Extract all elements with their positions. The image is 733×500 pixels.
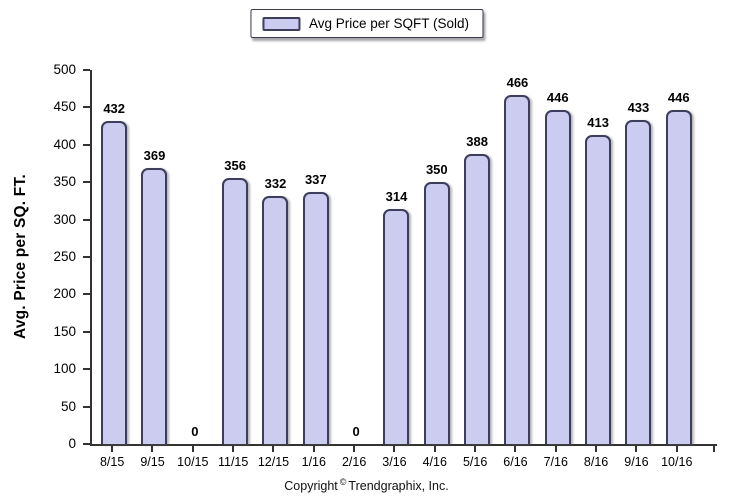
copyright-text: Copyright © Trendgraphix, Inc.	[0, 477, 733, 493]
bar-slot: 413	[578, 70, 618, 444]
bar-slot: 433	[618, 70, 658, 444]
bar-slot: 388	[457, 70, 497, 444]
bar-slot: 337	[296, 70, 336, 444]
x-tick-label: 10/15	[173, 446, 213, 469]
x-tick-label: 3/16	[374, 446, 414, 469]
y-tick-label: 450	[53, 99, 76, 115]
bars: 432 369 0 356 332 337 0 314 350 388 466 446 413 433 44…	[94, 70, 699, 444]
y-tick-mark	[83, 293, 90, 296]
y-tick-label: 350	[53, 174, 76, 190]
x-tick-label: 9/15	[132, 446, 172, 469]
y-tick-mark	[83, 69, 90, 71]
bar	[101, 120, 128, 444]
x-axis-end-tick	[713, 446, 715, 452]
bar-slot: 0	[336, 70, 376, 444]
legend-swatch	[261, 16, 300, 31]
bar-slot: 446	[659, 70, 699, 444]
x-tick-label: 2/16	[334, 446, 374, 469]
bar-value-label: 432	[103, 100, 126, 116]
bar-slot: 332	[255, 70, 295, 444]
bar	[141, 168, 168, 444]
y-tick-label: 50	[60, 398, 76, 414]
copyright-prefix: Copyright	[284, 479, 338, 494]
bar	[464, 153, 491, 444]
bar-value-label: 413	[587, 115, 609, 131]
bar	[665, 110, 692, 444]
y-tick-label: 250	[53, 249, 76, 264]
bar	[262, 195, 289, 444]
bar-slot: 356	[215, 70, 255, 444]
y-tick-label: 300	[53, 211, 76, 227]
bar-value-label: 332	[264, 175, 287, 191]
bar-slot: 0	[175, 70, 215, 444]
y-tick-label: 0	[68, 436, 76, 451]
copyright-company: Trendgraphix, Inc.	[348, 479, 449, 494]
bar-slot: 466	[497, 70, 537, 444]
bar	[423, 182, 450, 444]
bar-slot: 432	[94, 70, 134, 444]
y-tick-mark	[83, 405, 90, 408]
x-tick-label: 5/16	[455, 446, 495, 469]
y-tick-mark	[83, 256, 90, 258]
x-tick-label: 9/16	[616, 446, 656, 469]
x-tick-label: 6/16	[495, 446, 535, 469]
y-tick-label: 400	[53, 136, 76, 152]
bar-value-label: 314	[385, 189, 408, 205]
bar-value-label: 356	[224, 157, 246, 173]
bar-value-label: 0	[352, 424, 360, 439]
bar-slot: 446	[538, 70, 578, 444]
bar-value-label: 446	[667, 90, 690, 106]
y-tick-label: 500	[53, 62, 76, 77]
bar-value-label: 388	[466, 133, 488, 149]
bar-value-label: 337	[304, 171, 327, 187]
y-tick-label: 150	[53, 323, 76, 339]
x-tick-label: 7/16	[536, 446, 576, 469]
bar	[504, 95, 531, 444]
y-tick-mark	[83, 106, 90, 109]
x-axis-labels: 8/15 9/15 10/15 11/15 12/15 1/16 2/16 3/16 4/16 5…	[92, 446, 697, 469]
bar	[625, 120, 652, 444]
bar	[302, 191, 329, 444]
x-tick-label: 1/16	[294, 446, 334, 469]
bar	[585, 135, 612, 444]
x-tick-label: 12/15	[253, 446, 293, 469]
bar-value-label: 369	[143, 148, 166, 163]
y-tick-label: 100	[53, 361, 76, 377]
bar-slot: 350	[417, 70, 457, 444]
y-tick-mark	[83, 443, 90, 445]
plot-area: 432 369 0 356 332 337 0 314 350 388 466 446 413 433 44…	[90, 70, 717, 446]
x-tick-label: 8/16	[576, 446, 616, 469]
bar-value-label: 0	[191, 424, 199, 439]
bar	[383, 209, 410, 444]
bar-value-label: 433	[627, 100, 650, 116]
y-tick-label: 200	[53, 286, 76, 302]
bar	[222, 177, 249, 444]
y-tick-mark	[83, 218, 90, 221]
bar	[544, 110, 571, 444]
bar-value-label: 446	[546, 90, 569, 106]
x-tick-label: 10/16	[657, 446, 697, 469]
legend-label: Avg Price per SQFT (Sold)	[308, 16, 470, 31]
y-tick-mark	[83, 368, 90, 371]
x-tick-label: 4/16	[415, 446, 455, 469]
y-axis-ticks: 500 450 400 350 300 250 200 150 100 50 0	[0, 62, 90, 451]
copyright-symbol-icon: ©	[339, 477, 347, 487]
y-tick-mark	[83, 181, 90, 184]
x-tick-label: 11/15	[213, 446, 253, 469]
bar-slot: 314	[376, 70, 416, 444]
x-tick-label: 8/15	[92, 446, 132, 469]
bar-slot: 369	[134, 70, 174, 444]
y-tick-mark	[83, 330, 90, 333]
legend-box: Avg Price per SQFT (Sold)	[249, 9, 484, 38]
y-tick-mark	[83, 143, 90, 146]
bar-value-label: 466	[506, 75, 529, 91]
bar-value-label: 350	[425, 162, 448, 178]
